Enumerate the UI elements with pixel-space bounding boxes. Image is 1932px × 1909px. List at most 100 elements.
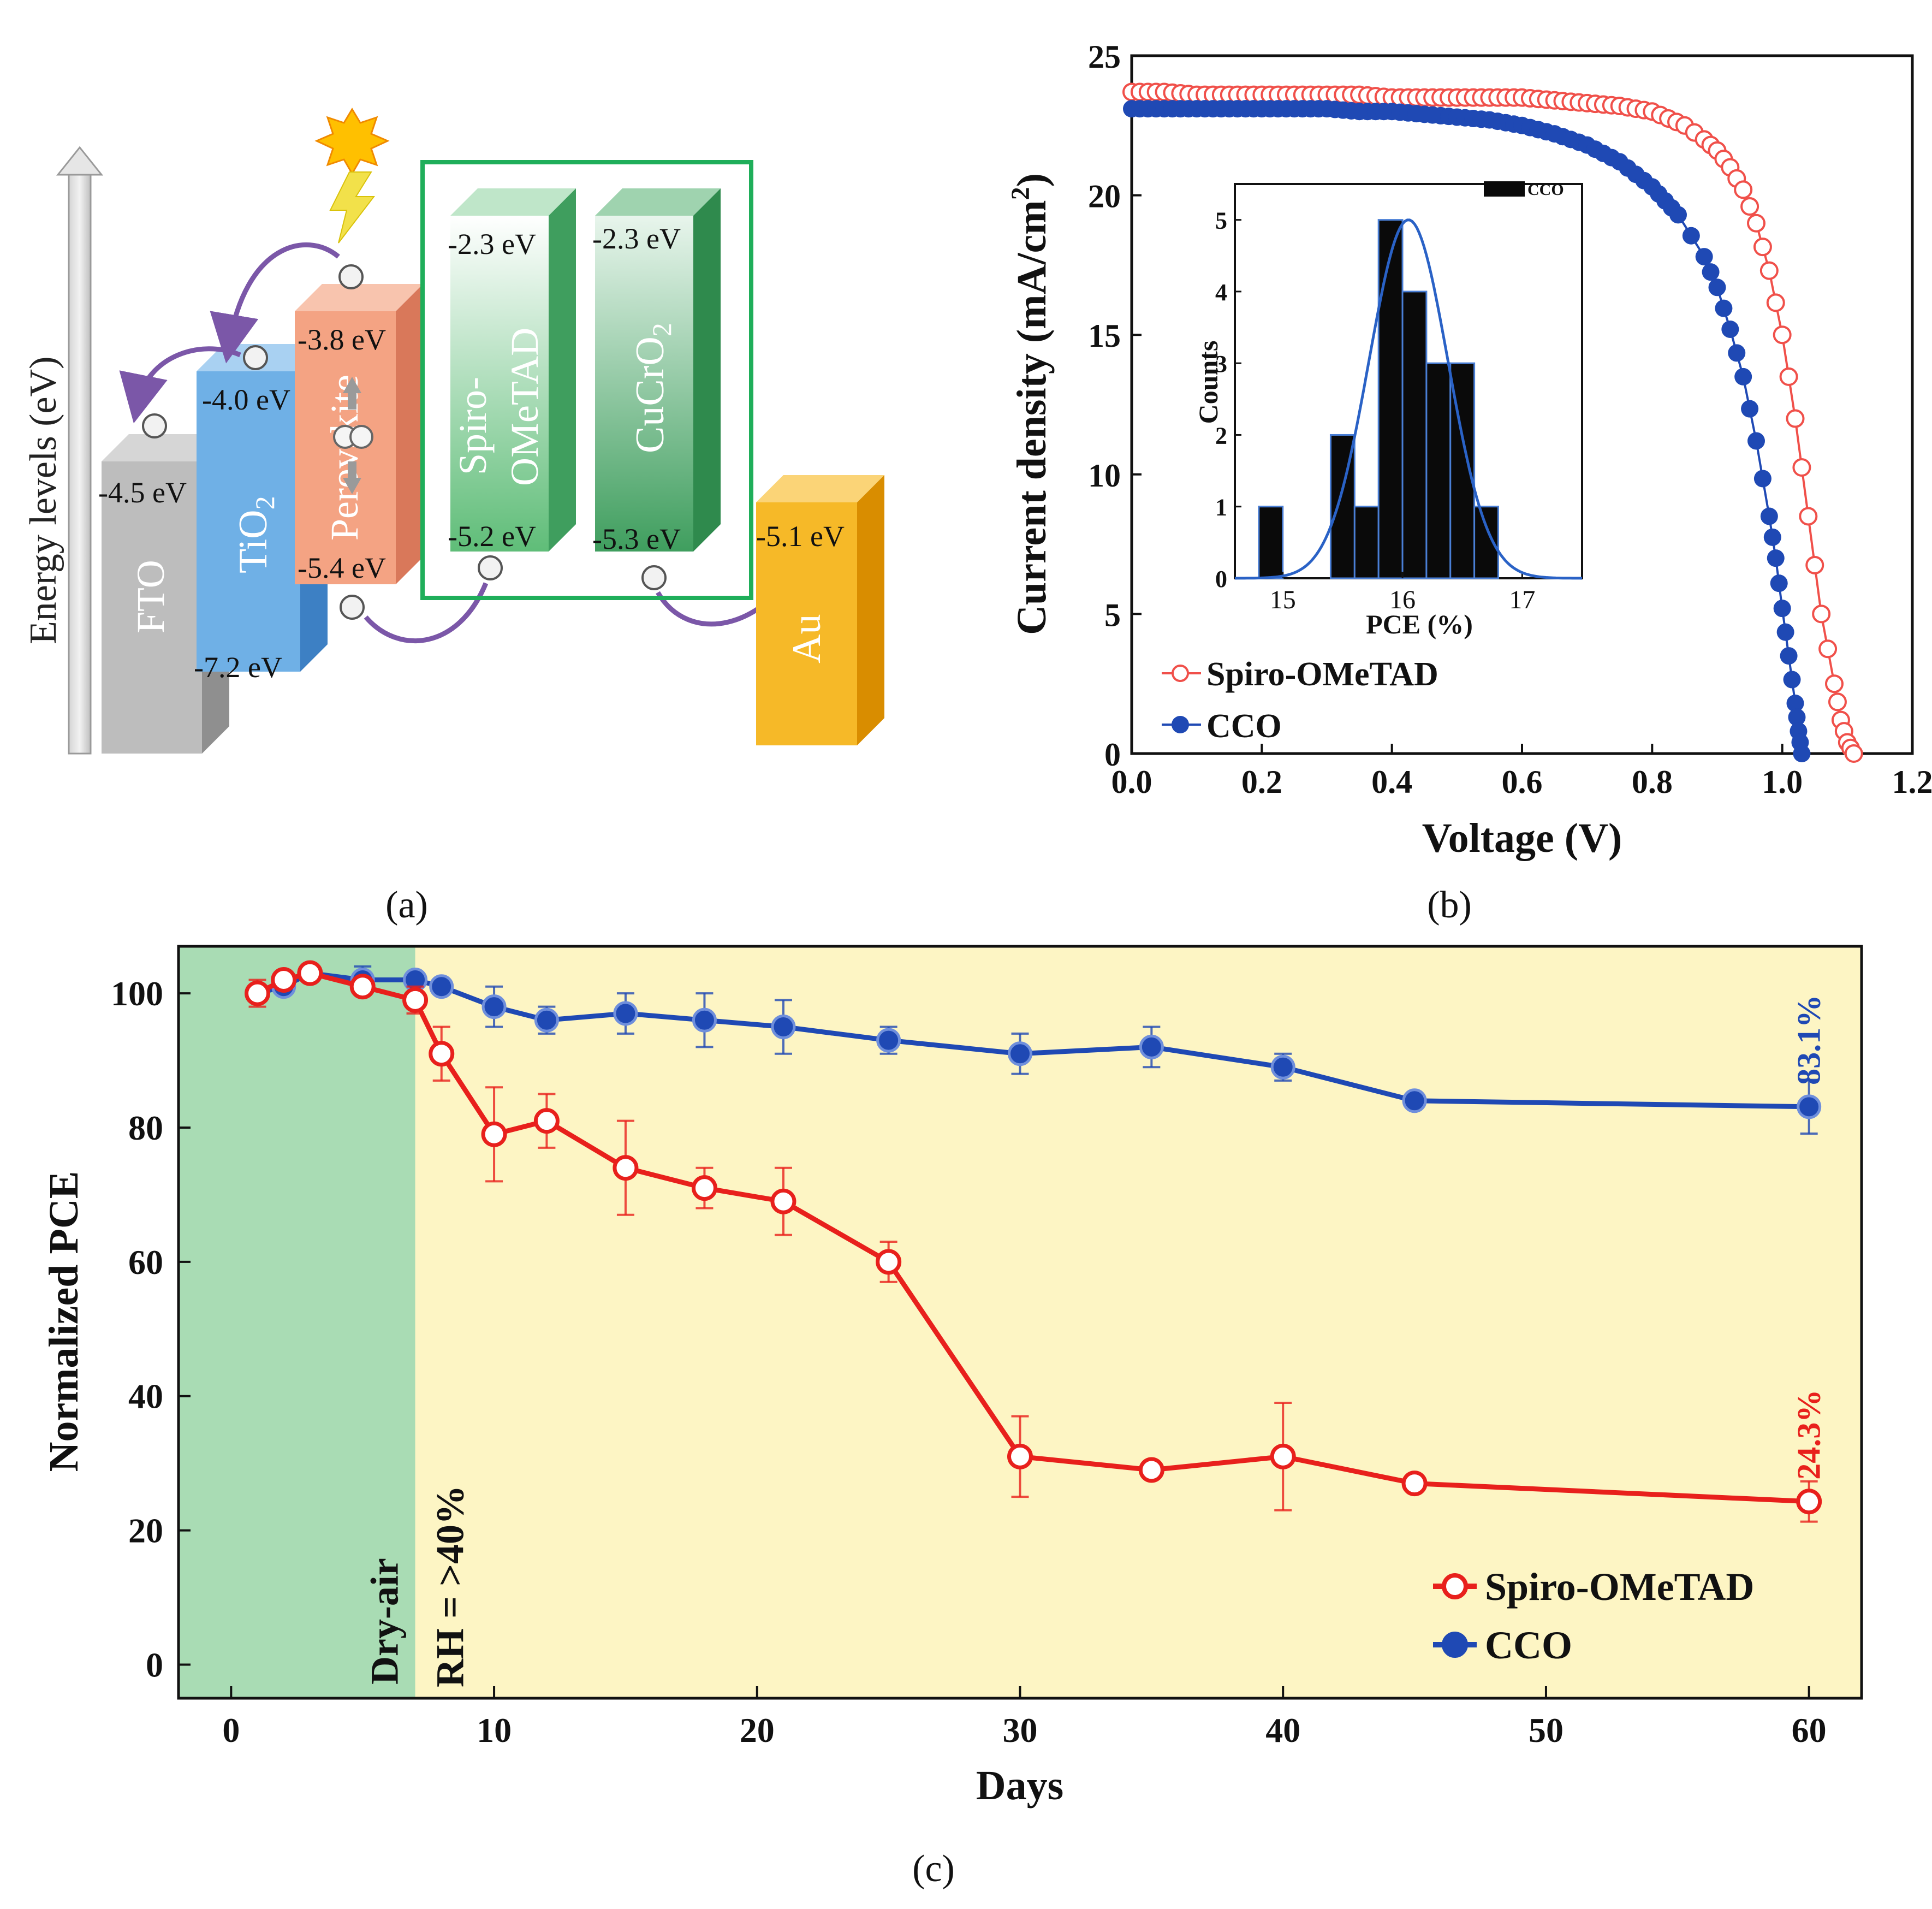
cco-final-value-label: 83.1% bbox=[1791, 995, 1827, 1085]
spiro-ometad-block: Spiro- OMeTAD -2.3 eV -5.2 eV bbox=[448, 188, 576, 553]
jv-point-spiro bbox=[1799, 507, 1818, 526]
jv-point-cco bbox=[1728, 344, 1746, 362]
stability-point-spiro bbox=[1138, 1457, 1164, 1483]
inset-bar bbox=[1353, 506, 1380, 579]
legend-cco-label-c: CCO bbox=[1485, 1623, 1572, 1667]
pce-histogram-inset: 15 16 17 0 1 2 3 4 5 CCO PCE (%) Counts bbox=[1193, 181, 1583, 639]
spiro-label-line2: OMeTAD bbox=[503, 328, 546, 486]
stability-y-tick-label: 20 bbox=[128, 1511, 163, 1550]
jv-y-tick-label: 10 bbox=[1088, 458, 1121, 494]
stability-point-spiro bbox=[691, 1175, 717, 1201]
jv-point-spiro bbox=[1753, 238, 1772, 257]
exciton-separation-icon bbox=[333, 377, 373, 494]
htl-highlight-box bbox=[420, 160, 753, 600]
jv-point-spiro bbox=[1734, 180, 1753, 199]
inset-bar bbox=[1377, 219, 1404, 579]
jv-point-spiro bbox=[1812, 604, 1831, 624]
jv-point-cco bbox=[1770, 574, 1788, 592]
inset-y-tick-label: 1 bbox=[1215, 494, 1227, 521]
stability-point-cco bbox=[481, 994, 507, 1019]
au-energy-label: -5.1 eV bbox=[756, 520, 845, 553]
legend-cco-label: CCO bbox=[1206, 708, 1282, 745]
jv-point-spiro bbox=[1766, 293, 1785, 312]
perovskite-block: Perovskite -3.8 eV -5.4 eV bbox=[295, 284, 423, 584]
stability-y-tick-label: 40 bbox=[128, 1377, 163, 1416]
stability-point-spiro bbox=[297, 960, 323, 986]
jv-y-tick-label: 25 bbox=[1088, 39, 1121, 75]
dry-air-label: Dry-air bbox=[363, 1558, 407, 1685]
perovskite-top-energy-label: -3.8 eV bbox=[298, 323, 386, 356]
inset-x-tick-label: 15 bbox=[1270, 585, 1296, 614]
stability-axis-ticks: 0 10 20 30 40 50 60 0 20 40 60 80 100 bbox=[111, 974, 1827, 1750]
stability-point-cco bbox=[534, 1007, 559, 1033]
jv-x-tick-label: 0.8 bbox=[1632, 764, 1673, 800]
spiro-top-energy-label: -2.3 eV bbox=[448, 228, 536, 260]
legend-spiro-label-c: Spiro-OMeTAD bbox=[1485, 1565, 1754, 1609]
jv-point-cco bbox=[1763, 528, 1781, 546]
stability-point-cco bbox=[613, 1001, 638, 1026]
jv-x-axis-label: Voltage (V) bbox=[1422, 815, 1622, 861]
jv-point-cco bbox=[1669, 206, 1687, 224]
inset-y-tick-label: 0 bbox=[1215, 566, 1227, 592]
jv-point-cco bbox=[1695, 248, 1713, 266]
inset-x-axis-label: PCE (%) bbox=[1366, 609, 1473, 639]
jv-point-cco bbox=[1783, 671, 1801, 689]
jv-point-cco bbox=[1793, 745, 1811, 762]
stability-point-spiro bbox=[1796, 1489, 1822, 1515]
cucro2-bottom-energy-label: -5.3 eV bbox=[592, 523, 681, 555]
jv-point-spiro bbox=[1844, 744, 1863, 763]
inset-legend-swatch bbox=[1484, 181, 1525, 197]
jv-point-spiro bbox=[1779, 367, 1798, 386]
legend-spiro-label: Spiro-OMeTAD bbox=[1206, 656, 1438, 693]
cucro2-label: CuCrO2 bbox=[628, 323, 677, 453]
stability-point-cco bbox=[1139, 1034, 1164, 1059]
au-block: Au -5.1 eV bbox=[756, 475, 884, 745]
inset-y-tick-label: 5 bbox=[1215, 208, 1227, 234]
inset-y-tick-label: 4 bbox=[1215, 279, 1227, 306]
inset-ticks: 15 16 17 0 1 2 3 4 5 bbox=[1215, 208, 1535, 614]
fto-energy-label: -4.5 eV bbox=[98, 476, 187, 509]
inset-bar bbox=[1425, 362, 1452, 579]
stability-point-cco bbox=[876, 1028, 901, 1053]
jv-x-tick-label: 0.4 bbox=[1371, 764, 1412, 800]
stability-y-axis-label: Normalized PCE bbox=[41, 1171, 87, 1472]
stability-point-spiro bbox=[533, 1108, 560, 1134]
jv-point-cco bbox=[1741, 400, 1759, 418]
stability-y-tick-label: 80 bbox=[128, 1108, 163, 1147]
jv-x-tick-label: 0.0 bbox=[1111, 764, 1152, 800]
stability-point-cco bbox=[1797, 1094, 1822, 1119]
inset-gaussian-fit bbox=[1234, 218, 1583, 580]
jv-point-spiro bbox=[1773, 325, 1792, 345]
stability-point-spiro bbox=[1401, 1471, 1428, 1497]
stability-x-tick-label: 20 bbox=[740, 1711, 775, 1750]
jv-point-cco bbox=[1702, 263, 1720, 281]
jv-y-tick-label: 20 bbox=[1088, 179, 1121, 215]
tio2-bottom-energy-label: -7.2 eV bbox=[194, 651, 282, 684]
jv-point-cco bbox=[1721, 320, 1739, 338]
inset-bar bbox=[1401, 290, 1428, 579]
cucro2-block: CuCrO2 -2.3 eV -5.3 eV bbox=[592, 188, 721, 555]
jv-point-cco bbox=[1767, 549, 1785, 567]
jv-point-spiro bbox=[1786, 409, 1805, 428]
au-label: Au bbox=[784, 614, 829, 663]
stability-point-cco bbox=[429, 974, 454, 999]
legend-cco-marker-c bbox=[1442, 1632, 1468, 1658]
spiro-bottom-energy-label: -5.2 eV bbox=[448, 520, 536, 553]
cucro2-top-energy-label: -2.3 eV bbox=[592, 222, 681, 255]
jv-point-spiro bbox=[1828, 692, 1847, 712]
stability-point-cco bbox=[692, 1007, 717, 1033]
jv-x-tick-label: 0.6 bbox=[1502, 764, 1543, 800]
jv-point-spiro bbox=[1805, 555, 1824, 574]
stability-x-tick-label: 50 bbox=[1529, 1711, 1564, 1750]
fto-label: FTO bbox=[129, 560, 173, 633]
stability-y-tick-label: 60 bbox=[128, 1243, 163, 1282]
stability-point-spiro bbox=[429, 1041, 455, 1067]
stability-point-spiro bbox=[402, 987, 429, 1013]
stability-point-spiro bbox=[271, 967, 297, 993]
tio2-label: TiO2 bbox=[231, 496, 280, 573]
jv-y-tick-label: 15 bbox=[1088, 318, 1121, 354]
inset-y-tick-label: 3 bbox=[1215, 351, 1227, 377]
stability-point-spiro bbox=[1270, 1443, 1296, 1469]
